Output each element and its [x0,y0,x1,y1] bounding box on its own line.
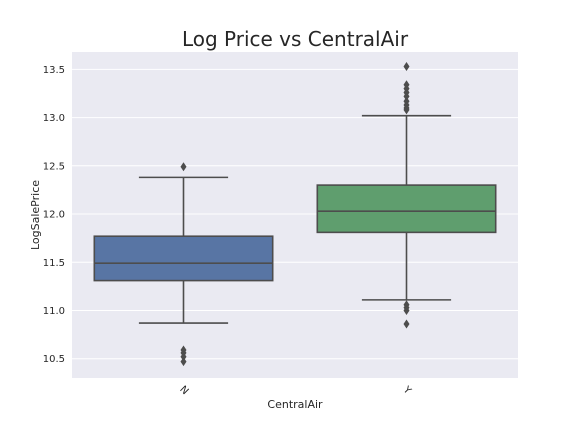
y-tick-label: 10.5 [43,354,65,365]
iqr-box [93,235,274,282]
iqr-box [316,184,497,234]
y-tick-label: 11.0 [43,306,65,317]
x-tick-label: N [177,384,190,397]
outlier-point [403,319,410,329]
x-tick-label: Y [400,384,413,397]
y-tick-label: 11.5 [43,258,65,269]
x-axis-label: CentralAir [267,398,323,411]
y-tick-label: 13.5 [43,65,65,76]
box-Y [316,61,497,329]
box-N [93,162,274,367]
y-tick-label: 12.0 [43,210,65,221]
outlier-point [403,61,410,71]
chart-title: Log Price vs CentralAir [182,27,409,51]
outlier-point [180,162,187,172]
outlier-point [403,91,410,101]
y-tick-label: 13.0 [43,113,65,124]
box-series [93,61,497,367]
y-tick-label: 12.5 [43,161,65,172]
y-axis-label: LogSalePrice [29,180,42,250]
y-axis-ticks: 10.5 11.0 11.5 12.0 12.5 13.0 13.5 [43,65,65,365]
outlier-point [403,105,410,115]
outlier-point [180,357,187,367]
outlier-point [403,305,410,315]
outlier-point [180,352,187,362]
